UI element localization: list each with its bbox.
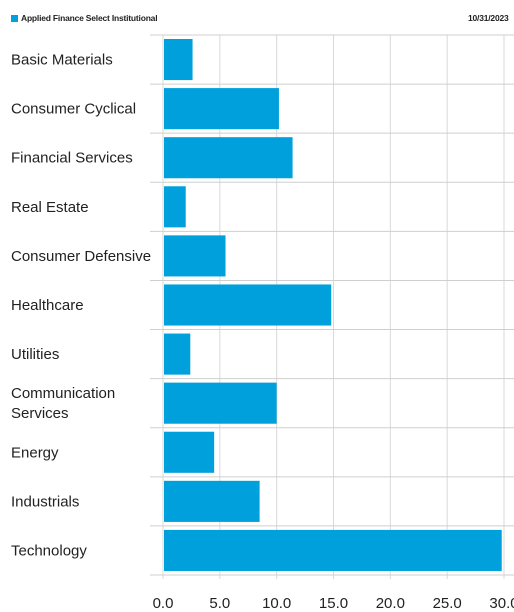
x-tick-label: 20.0 <box>376 595 405 612</box>
x-tick-label: 25.0 <box>433 595 462 612</box>
bar <box>164 431 215 473</box>
bars <box>164 39 502 571</box>
as-of-date: 10/31/2023 <box>468 13 509 23</box>
x-tick-labels: 0.0 5.0 10.0 15.0 20.0 25.0 30.0 <box>153 595 514 612</box>
bar <box>164 137 293 179</box>
category-label: Financial Services <box>11 150 133 167</box>
x-tick-label: 0.0 <box>153 595 174 612</box>
legend-swatch <box>11 14 18 22</box>
x-tick-label: 5.0 <box>209 595 230 612</box>
x-tick-label: 15.0 <box>319 595 348 612</box>
category-label: Consumer Defensive <box>11 248 151 265</box>
legend-series-label: Applied Finance Select Institutional <box>21 13 158 23</box>
bar <box>164 186 186 228</box>
category-label: Communication Services <box>11 385 115 422</box>
category-label: Real Estate <box>11 199 89 216</box>
x-tick-label: 30.0 <box>489 595 514 612</box>
x-tick-label: 10.0 <box>262 595 291 612</box>
bar <box>164 284 332 326</box>
category-label: Basic Materials <box>11 52 113 69</box>
category-label: Utilities <box>11 346 59 363</box>
bar <box>164 480 260 522</box>
row-separators <box>150 34 514 576</box>
category-label: Healthcare <box>11 297 84 314</box>
category-label: Technology <box>11 542 87 559</box>
bar <box>164 382 277 424</box>
category-labels: Basic Materials Consumer Cyclical Financia… <box>11 52 151 560</box>
bar <box>164 333 191 375</box>
category-label: Energy <box>11 444 59 461</box>
legend: Applied Finance Select Institutional <box>11 13 158 23</box>
bar <box>164 39 193 81</box>
category-label: Industrials <box>11 493 79 510</box>
bar <box>164 529 502 571</box>
bar <box>164 88 279 130</box>
category-label: Consumer Cyclical <box>11 101 136 118</box>
bar <box>164 235 226 277</box>
